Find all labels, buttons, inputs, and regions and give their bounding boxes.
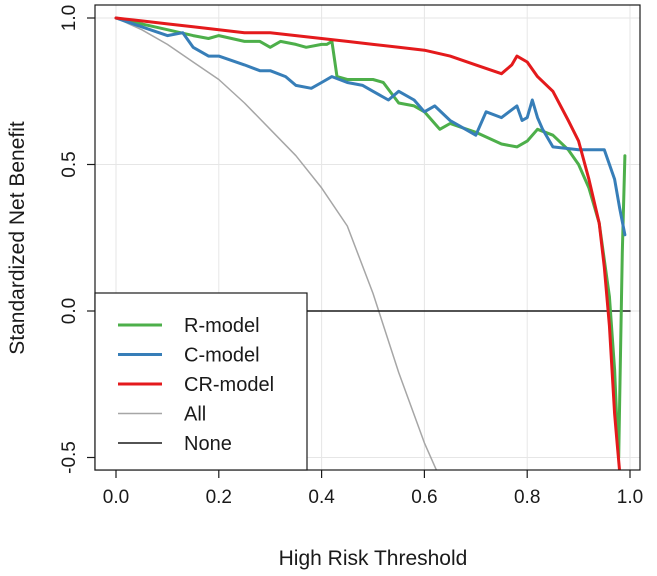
legend-box [94,292,308,471]
series-line-c-model [114,16,627,237]
y-tick-label: 0.5 [59,151,80,177]
plot-frame [94,4,641,471]
series-line-cr-model [114,16,622,470]
legend-label: R-model [184,315,260,337]
x-axis-title: High Risk Threshold [279,547,468,570]
legend-label: None [184,433,232,455]
legend-label: All [184,404,206,426]
x-tick-label: 1.0 [617,487,643,508]
axis-ticks: 0.0 0.2 0.4 0.6 0.8 1.0 -0.5 0.0 0.5 1.0 [59,5,643,508]
x-tick-label: 0.6 [411,487,437,508]
x-tick-label: 0.4 [308,487,335,508]
y-axis-title: Standardized Net Benefit [6,121,29,355]
legend-label: C-model [184,345,260,367]
y-tick-label: 1.0 [59,5,80,31]
y-tick-label: -0.5 [59,441,80,474]
x-tick-label: 0.2 [206,487,232,508]
y-tick-label: 0.0 [59,298,80,324]
legend: R-model C-model CR-model All None [94,292,308,471]
x-tick-label: 0.0 [103,487,129,508]
series-line-all [115,17,438,470]
x-tick-label: 0.8 [514,487,540,508]
legend-label: CR-model [184,374,274,396]
